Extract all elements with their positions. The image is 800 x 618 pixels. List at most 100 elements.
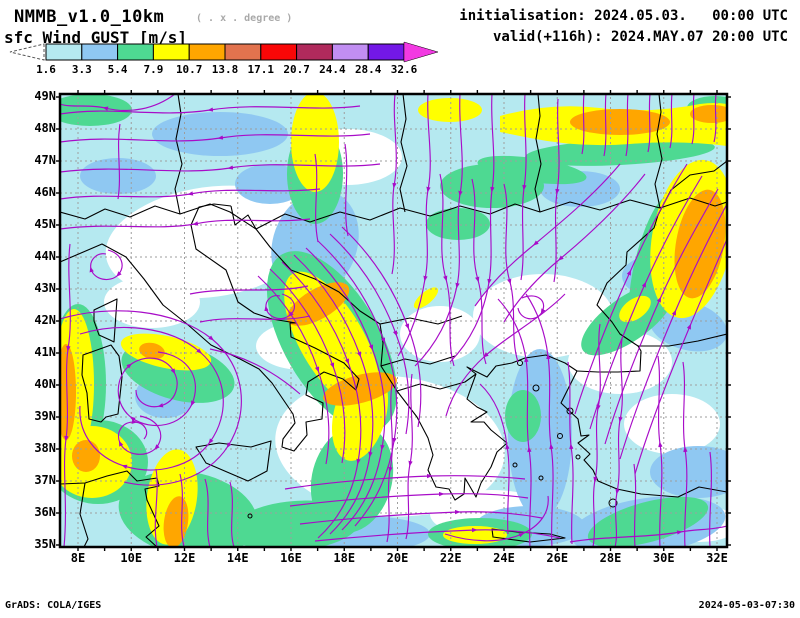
valid-line: valid(+116h): 2024.MAY.07 20:00 UTC	[492, 29, 788, 45]
streamline	[60, 188, 321, 200]
colorbar-tick-label: 7.9	[143, 63, 163, 76]
colorbar-tick-label: 10.7	[176, 63, 203, 76]
streamline	[264, 293, 295, 320]
lat-label: 49N	[34, 89, 56, 103]
lon-label: 16E	[280, 551, 302, 565]
streamline	[589, 175, 703, 430]
streamline	[60, 94, 176, 111]
overflow-arrow	[403, 41, 439, 63]
streamline	[329, 233, 410, 435]
lon-label: 32E	[706, 551, 728, 565]
coastline-layer	[60, 94, 727, 547]
lon-label: 10E	[120, 551, 143, 565]
streamline	[317, 240, 398, 527]
lon-label: 8E	[70, 551, 86, 565]
colorbar-bin	[331, 43, 369, 61]
colorbar-bin	[260, 43, 298, 61]
streamline	[709, 451, 712, 547]
streamline	[633, 463, 637, 547]
lat-label: 43N	[34, 281, 56, 295]
lat-label: 45N	[34, 217, 56, 231]
colorbar-bin	[45, 43, 83, 61]
lon-label: 24E	[493, 551, 515, 565]
streamline	[199, 315, 311, 323]
lat-label: 46N	[34, 185, 56, 199]
lat-label: 36N	[34, 505, 56, 519]
streamline	[229, 481, 235, 547]
streamline	[691, 94, 695, 145]
streamline	[444, 495, 549, 542]
map-area	[56, 90, 731, 551]
streamline	[60, 133, 371, 143]
lon-label: 18E	[333, 551, 356, 565]
color-scale-bar: 1.6 3.3 5.4 7.9 10.7 13.8 17.1 20.7 24.4 28.4 32.6	[9, 41, 439, 76]
wind-gust-shading-layer	[60, 94, 727, 547]
streamline	[179, 473, 185, 547]
streamline	[657, 355, 663, 547]
lon-label: 30E	[652, 551, 675, 565]
streamline	[553, 98, 560, 283]
colorbar-tick-label: 28.4	[355, 63, 382, 76]
colorbar-tick-label: 5.4	[108, 63, 128, 76]
streamline	[474, 163, 621, 307]
streamline	[569, 525, 727, 543]
lat-label: 39N	[34, 409, 56, 423]
lon-label: 22E	[439, 551, 462, 565]
streamline	[439, 173, 455, 367]
lat-label: 48N	[34, 121, 56, 135]
streamline	[581, 94, 585, 155]
streamline	[520, 94, 527, 281]
underflow-arrow	[9, 43, 45, 61]
streamline	[414, 94, 463, 367]
streamline	[341, 226, 422, 428]
lon-label: 12E	[173, 551, 196, 565]
streamline	[284, 473, 526, 490]
model-title: NMMB_v1.0_10km	[14, 7, 165, 27]
streamline	[257, 275, 330, 465]
lat-label: 37N	[34, 473, 56, 487]
streamline	[204, 478, 211, 547]
colorbar-tick-label: 20.7	[283, 63, 310, 76]
lat-label: 35N	[34, 537, 56, 551]
variable-label: sfc Wind GUST [m/s]	[4, 28, 188, 47]
lon-label: 26E	[546, 551, 569, 565]
lon-label: 14E	[226, 551, 249, 565]
streamline	[189, 285, 309, 295]
colorbar-tick-label: 3.3	[72, 63, 92, 76]
streamline	[614, 338, 623, 547]
streamline	[445, 293, 566, 417]
streamline	[497, 298, 532, 547]
colorbar-bin	[152, 43, 190, 61]
lat-label: 38N	[34, 441, 56, 455]
colorbar-bin	[296, 43, 333, 61]
streamline	[117, 123, 121, 200]
axis-tick-layer	[56, 90, 731, 551]
streamline	[89, 249, 123, 281]
grads-credit: GrADS: COLA/IGES	[5, 600, 102, 611]
colorbar-bin	[188, 43, 226, 61]
streamline	[634, 238, 727, 475]
streamline	[60, 218, 311, 230]
streamline	[344, 143, 349, 237]
streamline	[525, 293, 554, 547]
streamline	[60, 105, 361, 115]
colorbar-tick-label: 32.6	[391, 63, 418, 76]
lat-label: 47N	[34, 153, 56, 167]
streamline	[299, 509, 543, 525]
colorbar-bin	[81, 43, 119, 61]
streamline	[269, 268, 346, 464]
lat-label: 42N	[34, 313, 56, 327]
streamline	[154, 468, 158, 547]
colorbar-tick-label: 24.4	[319, 63, 346, 76]
lat-label: 40N	[34, 377, 56, 391]
colorbar-bin	[367, 43, 405, 61]
streamline	[592, 323, 601, 547]
streamline	[386, 383, 393, 543]
lon-label: 28E	[599, 551, 622, 565]
degree-note: ( . x . degree )	[196, 13, 293, 24]
streamline	[449, 94, 495, 363]
lat-label: 41N	[34, 345, 56, 359]
colorbar-bin	[117, 43, 154, 61]
colorbar-bin	[224, 43, 262, 61]
